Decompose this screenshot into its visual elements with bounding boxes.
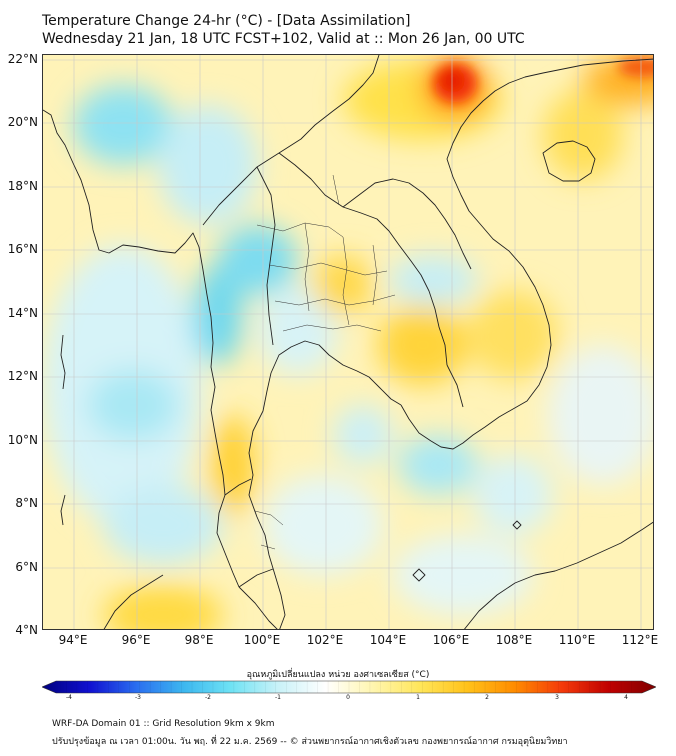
colorbar-tick: 3 xyxy=(555,694,559,701)
colorbar xyxy=(41,679,657,694)
colorbar-tick: -4 xyxy=(66,694,72,701)
lon-label-94: 94°E xyxy=(58,633,88,647)
map-panel xyxy=(42,54,654,630)
lon-label-108: 108°E xyxy=(495,633,533,647)
lat-label-20: 20°N xyxy=(7,115,38,129)
lon-label-106: 106°E xyxy=(432,633,470,647)
colorbar-tick: 1 xyxy=(416,694,420,701)
title-line-2: Wednesday 21 Jan, 18 UTC FCST+102, Valid… xyxy=(42,31,525,47)
colorbar-graphic xyxy=(41,680,657,694)
lat-label-12: 12°N xyxy=(7,369,38,383)
title-line-1: Temperature Change 24-hr (°C) - [Data As… xyxy=(42,13,411,29)
temperature-field xyxy=(43,55,653,629)
map-canvas xyxy=(43,55,653,629)
colorbar-tick: 4 xyxy=(624,694,628,701)
lat-label-22: 22°N xyxy=(7,52,38,66)
lat-label-4: 4°N xyxy=(15,623,38,637)
colorbar-tick: -3 xyxy=(135,694,141,701)
lat-label-6: 6°N xyxy=(15,560,38,574)
lat-label-18: 18°N xyxy=(7,179,38,193)
lon-label-96: 96°E xyxy=(121,633,151,647)
colorbar-tick: 0 xyxy=(346,694,350,701)
footer-line-2: ปรับปรุงข้อมูล ณ เวลา 01:00น. วัน พฤ. ที… xyxy=(52,737,568,747)
chart-title: Temperature Change 24-hr (°C) - [Data As… xyxy=(42,12,525,48)
lon-label-102: 102°E xyxy=(306,633,344,647)
lon-label-104: 104°E xyxy=(369,633,407,647)
lat-label-10: 10°N xyxy=(7,433,38,447)
lon-label-100: 100°E xyxy=(243,633,281,647)
graticule xyxy=(43,55,653,629)
footer-line-1: WRF-DA Domain 01 :: Grid Resolution 9km … xyxy=(52,719,275,729)
lon-label-98: 98°E xyxy=(184,633,214,647)
lon-label-112: 112°E xyxy=(621,633,659,647)
lat-label-8: 8°N xyxy=(15,496,38,510)
colorbar-tick: 2 xyxy=(485,694,489,701)
lon-label-110: 110°E xyxy=(558,633,596,647)
coastlines-and-borders xyxy=(43,55,653,629)
colorbar-tick: -1 xyxy=(275,694,281,701)
colorbar-tick: -2 xyxy=(205,694,211,701)
lat-label-14: 14°N xyxy=(7,306,38,320)
colorbar-label: อุณหภูมิเปลี่ยนแปลง หน่วย องศาเซลเซียส (… xyxy=(246,670,430,680)
lat-label-16: 16°N xyxy=(7,242,38,256)
